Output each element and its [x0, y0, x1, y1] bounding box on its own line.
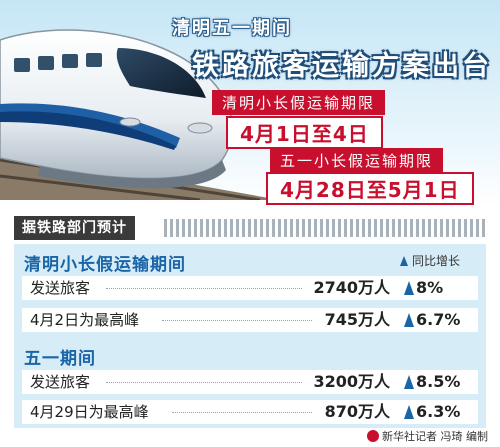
stat-growth: 8.5%: [416, 372, 461, 391]
credit-text: 新华社记者 冯琦 编制: [382, 430, 488, 443]
up-triangle-icon: [400, 256, 408, 266]
leader-dots: [106, 288, 302, 289]
wuyi-period-value: 4月28日至5月1日: [266, 172, 474, 205]
stat-label: 发送旅客: [30, 373, 91, 391]
section-title-qingming: 清明小长假运输期间: [24, 255, 186, 275]
forecast-label: 据铁路部门预计: [14, 216, 135, 240]
stat-value: 2740万人: [313, 278, 390, 297]
decorative-stripes: [164, 219, 486, 237]
qingming-period-value: 4月1日至4日: [226, 116, 383, 149]
section-title-wuyi: 五一期间: [24, 349, 96, 369]
leader-dots: [106, 382, 302, 383]
leader-dots: [162, 320, 312, 321]
xinhua-logo-icon: [367, 430, 379, 442]
up-triangle-icon: [404, 281, 414, 295]
stat-row: 4月2日为最高峰 745万人 6.7%: [22, 308, 478, 332]
stat-row: 4月29日为最高峰 870万人 6.3%: [22, 400, 478, 424]
stat-label: 4月2日为最高峰: [30, 311, 140, 329]
legend-label: 同比增长: [412, 254, 461, 268]
train-illustration: [0, 29, 280, 200]
wuyi-period-label: 五一小长假运输期限: [270, 148, 444, 173]
stat-label: 4月29日为最高峰: [30, 403, 149, 421]
forecast-header: 据铁路部门预计: [14, 216, 486, 240]
train-windshield: [116, 48, 206, 98]
stat-row: 发送旅客 2740万人 8%: [22, 276, 478, 300]
stat-value: 745万人: [324, 310, 390, 329]
stats-panel: 清明小长假运输期间 同比增长 发送旅客 2740万人 8% 4月2日为最高峰 7…: [14, 244, 486, 428]
up-triangle-icon: [404, 405, 414, 419]
stat-growth: 8%: [416, 278, 444, 297]
leader-dots: [172, 412, 312, 413]
qingming-period-label: 清明小长假运输期限: [212, 90, 386, 115]
up-triangle-icon: [404, 375, 414, 389]
header-subtitle: 清明五一期间: [172, 18, 292, 39]
credit-footer: 新华社记者 冯琦 编制: [367, 428, 488, 444]
header-title: 铁路旅客运输方案出台: [192, 51, 492, 82]
stat-value: 3200万人: [313, 372, 390, 391]
stat-growth: 6.3%: [416, 402, 461, 421]
stat-growth: 6.7%: [416, 310, 461, 329]
stat-value: 870万人: [324, 402, 390, 421]
legend: 同比增长: [400, 252, 460, 269]
stat-label: 发送旅客: [30, 279, 91, 297]
up-triangle-icon: [404, 313, 414, 327]
stat-row: 发送旅客 3200万人 8.5%: [22, 370, 478, 394]
